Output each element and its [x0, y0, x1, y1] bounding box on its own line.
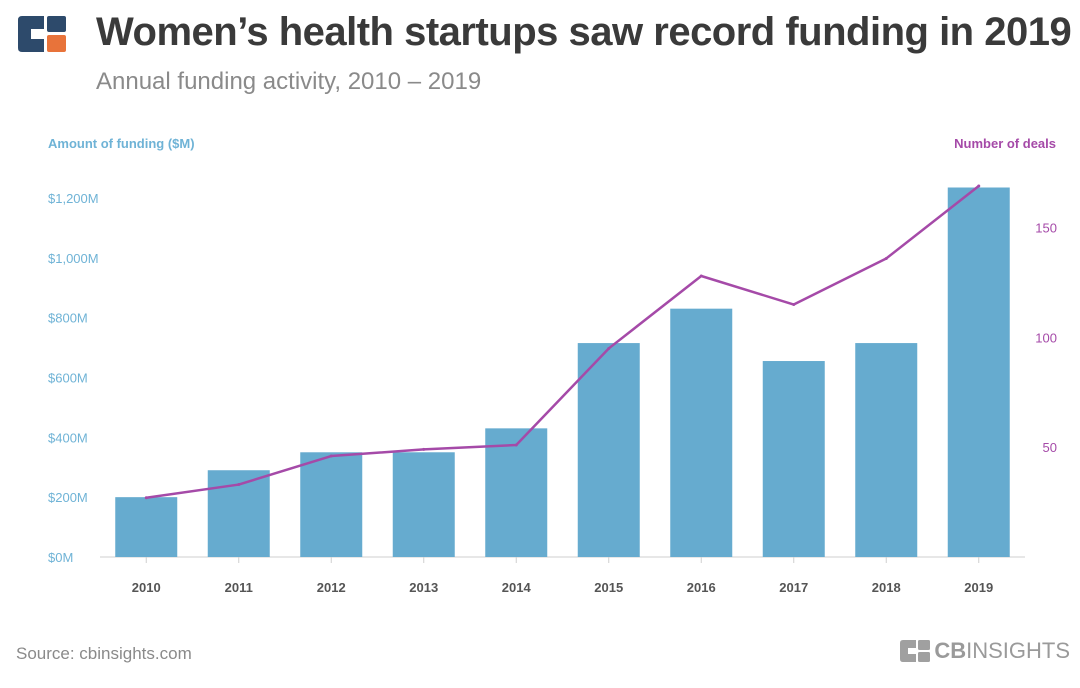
brand-cb: CB [934, 638, 967, 663]
left-tick-label: $0M [48, 550, 73, 565]
source-note: Source: cbinsights.com [16, 644, 192, 663]
x-tick-label: 2015 [594, 580, 623, 595]
deals-point-2015 [607, 346, 611, 350]
deals-line [145, 184, 980, 499]
x-tick-label: 2014 [502, 580, 532, 595]
deals-point-2016 [699, 274, 703, 278]
bar-2014 [485, 428, 548, 557]
deals-point-2014 [514, 443, 518, 447]
right-axis-title: Number of deals [954, 136, 1056, 151]
x-tick-label: 2010 [132, 580, 161, 595]
deals-point-2017 [792, 303, 796, 307]
deals-point-2013 [422, 447, 426, 451]
bar-2012 [300, 452, 363, 557]
bar-2013 [392, 452, 455, 557]
x-tick-label: 2017 [779, 580, 808, 595]
left-tick-label: $800M [48, 311, 88, 326]
deals-point-2018 [884, 256, 888, 260]
left-axis-title: Amount of funding ($M) [48, 136, 195, 151]
x-tick-label: 2011 [225, 580, 253, 595]
cb-insights-brand: CB INSIGHTS [900, 638, 1070, 664]
right-tick-label: 50 [1043, 440, 1057, 455]
bar-2019 [947, 187, 1010, 557]
bar-2015 [577, 343, 640, 557]
bar-2018 [855, 343, 918, 557]
x-tick-label: 2016 [687, 580, 716, 595]
brand-insights: INSIGHTS [966, 638, 1070, 663]
bar-2017 [762, 361, 825, 557]
left-tick-label: $200M [48, 490, 88, 505]
right-tick-label: 100 [1035, 330, 1057, 345]
deals-point-2010 [144, 496, 148, 500]
deals-point-2011 [237, 483, 241, 487]
deals-point-2019 [977, 184, 981, 188]
right-tick-label: 150 [1035, 221, 1057, 236]
deals-point-2012 [329, 454, 333, 458]
chart-title: Women’s health startups saw record fundi… [96, 10, 1072, 54]
left-tick-label: $1,200M [48, 191, 99, 206]
bar-2010 [115, 497, 178, 557]
x-tick-label: 2018 [872, 580, 901, 595]
left-tick-label: $400M [48, 430, 88, 445]
left-tick-label: $600M [48, 370, 88, 385]
cb-insights-brand-icon [900, 640, 931, 662]
x-tick-label: 2013 [409, 580, 438, 595]
chart-subtitle: Annual funding activity, 2010 – 2019 [96, 68, 482, 95]
left-tick-label: $1,000M [48, 251, 99, 266]
x-tick-label: 2012 [317, 580, 346, 595]
bar-2016 [670, 308, 733, 557]
x-tick-label: 2019 [964, 580, 993, 595]
cb-insights-logo-icon [18, 16, 66, 52]
